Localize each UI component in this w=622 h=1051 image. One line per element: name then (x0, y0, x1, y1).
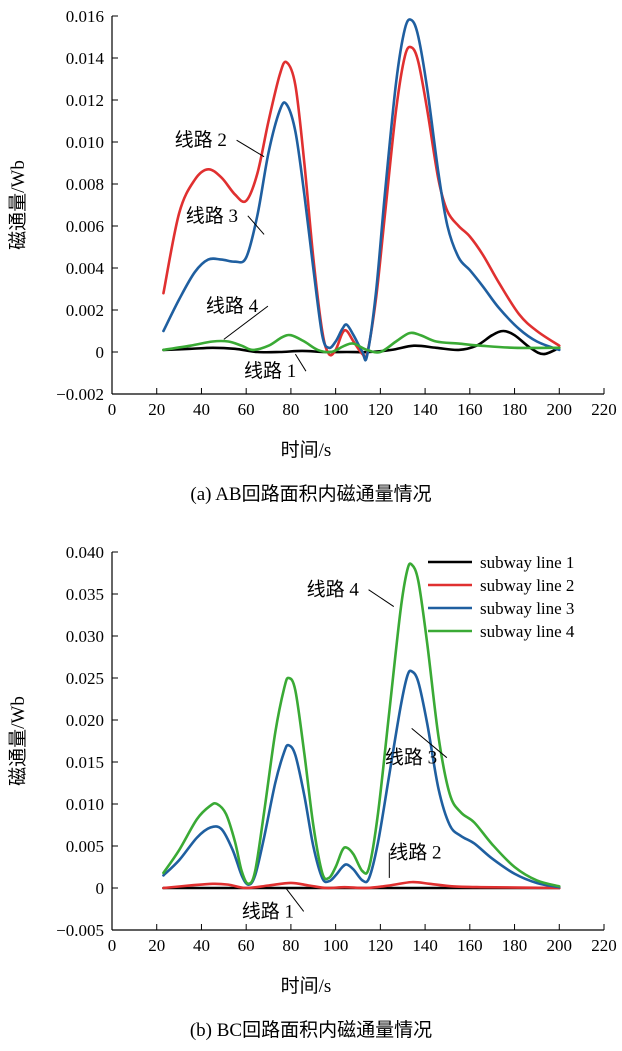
annotation-label: 线路 1 (244, 360, 296, 382)
annotation-label: 线路 2 (175, 129, 227, 151)
figure-caption: (b) BC回路面积内磁通量情况 (190, 1019, 432, 1041)
y-tick-label: 0.002 (66, 301, 104, 320)
y-tick-label: 0 (96, 343, 105, 362)
series-line-4 (162, 331, 561, 354)
x-tick-label: 80 (282, 936, 299, 955)
legend-entry: subway line 4 (480, 622, 575, 641)
annotation-leader (294, 353, 307, 372)
x-tick-label: 200 (547, 936, 573, 955)
x-tick-label: 60 (238, 400, 255, 419)
y-tick-label: 0.020 (66, 711, 104, 730)
x-tick-label: 0 (108, 400, 117, 419)
y-axis-label: 磁通量/Wb (7, 696, 29, 786)
series-line-3 (162, 18, 561, 362)
x-tick-label: 20 (148, 936, 165, 955)
x-axis-label: 时间/s (281, 439, 332, 461)
legend-entry: subway line 1 (480, 553, 574, 572)
y-tick-label: 0.005 (66, 837, 104, 856)
y-tick-label: 0.010 (66, 133, 104, 152)
y-tick-label: −0.002 (56, 385, 104, 404)
y-tick-label: 0.010 (66, 795, 104, 814)
y-tick-label: 0 (96, 879, 105, 898)
annotation-label: 线路 1 (242, 900, 294, 922)
x-tick-label: 120 (368, 400, 394, 419)
x-tick-label: 160 (457, 400, 483, 419)
annotation-leader (286, 888, 305, 912)
y-tick-label: 0.014 (66, 49, 105, 68)
chart-b: 0 20 40 60 80 100 120 140 160 180 200 220−0.00500.0… (7, 543, 617, 997)
series-line-2 (162, 45, 561, 360)
annotation-leader (247, 215, 265, 235)
annotation-label: 线路 3 (385, 747, 437, 769)
series-line-2 (162, 880, 561, 890)
x-tick-label: 220 (591, 400, 617, 419)
legend-entry: subway line 3 (480, 599, 574, 618)
x-tick-label: 140 (412, 400, 438, 419)
y-tick-label: 0.012 (66, 91, 104, 110)
x-tick-label: 220 (591, 936, 617, 955)
x-tick-label: 80 (282, 400, 299, 419)
figure-caption: (a) AB回路面积内磁通量情况 (190, 483, 431, 505)
series-line-4 (162, 562, 561, 888)
annotation-leader (223, 305, 269, 340)
x-tick-label: 40 (193, 400, 210, 419)
x-tick-label: 200 (547, 400, 573, 419)
annotation-leader (236, 139, 265, 158)
x-tick-label: 180 (502, 400, 528, 419)
annotation-label: 线路 4 (206, 295, 259, 317)
y-tick-label: 0.004 (66, 259, 105, 278)
annotation-label: 线路 3 (186, 205, 238, 227)
x-tick-label: 100 (323, 400, 349, 419)
x-tick-label: 40 (193, 936, 210, 955)
annotation-leader (368, 589, 395, 608)
x-tick-label: 0 (108, 936, 117, 955)
y-tick-label: 0.008 (66, 175, 104, 194)
y-tick-label: 0.030 (66, 627, 104, 646)
x-tick-label: 20 (148, 400, 165, 419)
series-line-3 (162, 669, 561, 889)
x-tick-label: 60 (238, 936, 255, 955)
y-tick-label: 0.006 (66, 217, 104, 236)
y-tick-label: 0.016 (66, 7, 104, 26)
annotation-label: 线路 2 (389, 842, 441, 864)
y-tick-label: 0.025 (66, 669, 104, 688)
legend-entry: subway line 2 (480, 576, 574, 595)
y-tick-label: −0.005 (56, 921, 104, 940)
x-tick-label: 120 (368, 936, 394, 955)
y-axis-label: 磁通量/Wb (7, 160, 29, 250)
annotation-leader (411, 728, 448, 759)
x-tick-label: 100 (323, 936, 349, 955)
y-tick-label: 0.040 (66, 543, 104, 562)
series-line-1 (162, 329, 561, 356)
y-tick-label: 0.035 (66, 585, 104, 604)
x-tick-label: 140 (412, 936, 438, 955)
x-axis-label: 时间/s (281, 975, 332, 997)
x-tick-label: 180 (502, 936, 528, 955)
y-tick-label: 0.015 (66, 753, 104, 772)
x-tick-label: 160 (457, 936, 483, 955)
chart-a: 0 20 40 60 80 100 120 140 160 180 200 220−0.00200.0… (7, 7, 617, 461)
annotation-label: 线路 4 (307, 579, 360, 601)
